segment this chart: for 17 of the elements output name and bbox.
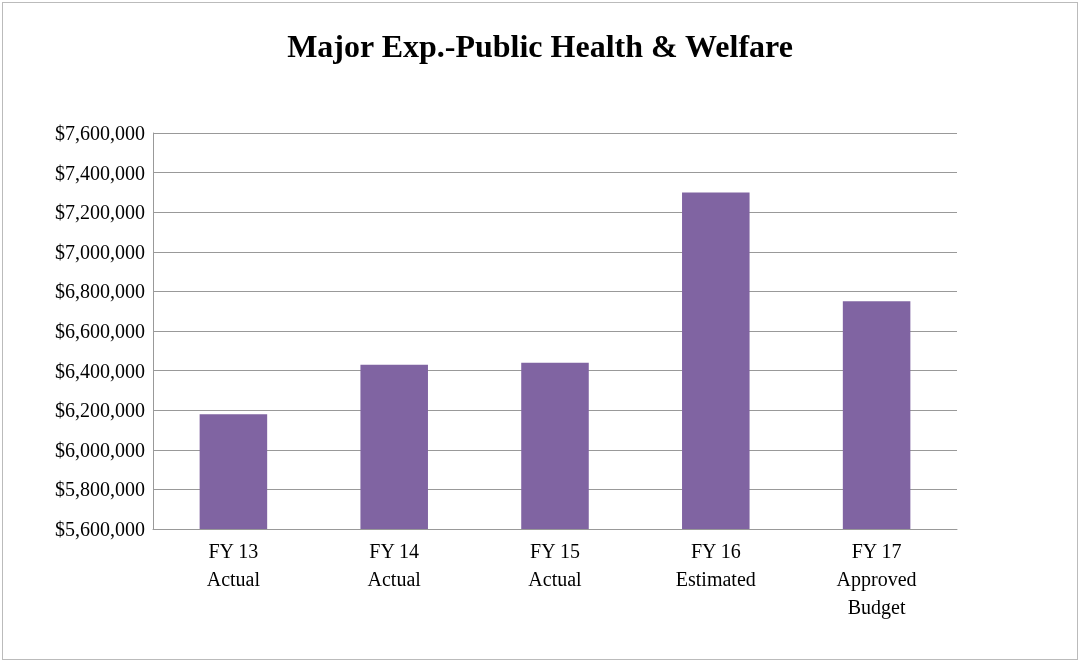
y-tick-label: $7,400,000 xyxy=(55,161,145,184)
x-tick-label: FY 13 Actual xyxy=(206,540,261,590)
y-tick-label: $7,600,000 xyxy=(55,122,145,144)
x-tick-label: FY 16 Estimated xyxy=(675,540,756,590)
chart-title: Major Exp.-Public Health & Welfare xyxy=(287,28,793,64)
y-tick-label: $5,800,000 xyxy=(55,478,145,501)
x-tick-label: FY 17 Approved Budget xyxy=(836,540,917,619)
y-tick-label: $7,000,000 xyxy=(55,240,145,263)
y-tick-label: $6,800,000 xyxy=(55,280,145,303)
y-tick-label: $7,200,000 xyxy=(55,201,145,224)
y-tick-label: $5,600,000 xyxy=(55,518,145,540)
y-tick-label: $6,000,000 xyxy=(55,438,145,461)
x-tick-label: FY 15 Actual xyxy=(528,540,583,590)
y-tick-label: $6,200,000 xyxy=(55,399,145,422)
x-tick-label: FY 14 Actual xyxy=(367,540,422,590)
y-tick-label: $6,400,000 xyxy=(55,359,145,382)
y-tick-label: $6,600,000 xyxy=(55,320,145,342)
